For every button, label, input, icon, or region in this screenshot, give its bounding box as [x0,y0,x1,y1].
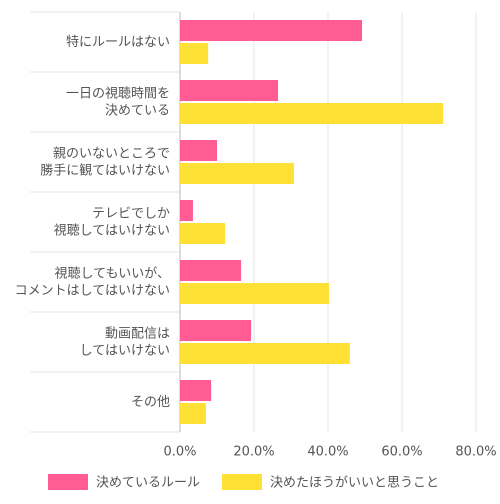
legend-label: 決めたほうがいいと思うこと [270,476,439,491]
bar [180,223,226,244]
x-tick-label: 20.0% [233,445,274,460]
label-line: 動画配信は [105,326,170,341]
label-line: 特にルールはない [66,35,170,50]
label-line: 視聴してもいいが、 [55,266,170,281]
y-tick-label: 動画配信はしてはいけない [80,326,170,358]
label-line: 親のいないところで [53,146,170,161]
y-tick-label: 特にルールはない [66,35,170,50]
x-tick-label: 60.0% [381,445,422,460]
bar [180,380,212,401]
bar [180,200,193,221]
label-line: テレビでしか [92,206,170,221]
bar [180,20,363,41]
legend-swatch [48,474,88,490]
y-tick-label: 視聴してもいいが、コメントはしてはいけない [15,266,170,298]
y-tick-label: 一日の視聴時間を決めている [66,86,170,118]
x-tick-label: 0.0% [163,445,196,460]
bar [180,43,209,64]
x-tick-label: 80.0% [455,445,496,460]
y-tick-label: その他 [131,395,170,410]
bar [180,163,294,184]
label-line: 一日の視聴時間を [66,86,170,101]
legend-label: 決めているルール [96,476,200,491]
label-line: その他 [131,395,170,410]
y-tick-label: テレビでしか視聴してはいけない [54,206,170,238]
label-line: してはいけない [80,343,170,358]
label-line: コメントはしてはいけない [15,283,170,298]
x-tick-label: 40.0% [307,445,348,460]
bar [180,80,279,101]
bar [180,260,242,281]
bar [180,403,206,424]
bar [180,320,252,341]
bar [180,103,444,124]
bar [180,343,350,364]
label-line: 視聴してはいけない [54,223,170,238]
bar [180,140,217,161]
legend-swatch [222,474,263,490]
bar [180,283,330,304]
y-tick-label: 親のいないところで勝手に観てはいけない [40,146,170,178]
label-line: 勝手に観てはいけない [40,163,170,178]
label-line: 決めている [105,103,170,118]
